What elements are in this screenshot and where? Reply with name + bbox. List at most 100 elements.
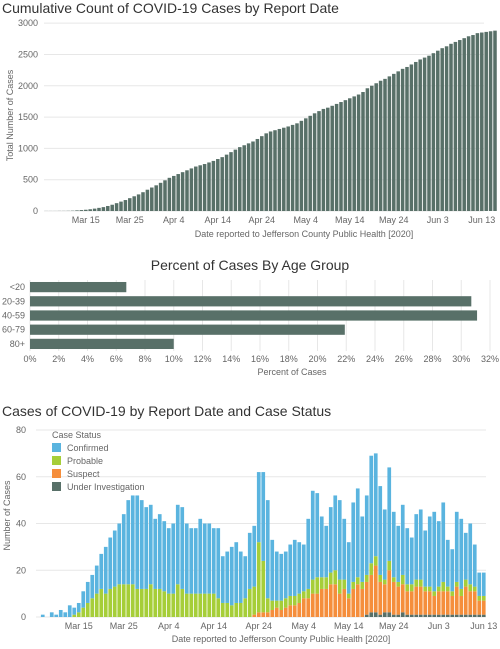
category-label: 40-59 (2, 311, 25, 321)
confirmed-bar (211, 528, 216, 594)
suspect-bar (405, 591, 410, 615)
confirmed-bar (103, 546, 108, 594)
confirmed-bar (315, 493, 320, 578)
confirmed-bar (180, 507, 185, 589)
confirmed-bar (382, 509, 387, 580)
confirmed-bar (76, 602, 81, 613)
confirmed-bar (112, 530, 117, 587)
suspect-bar (391, 581, 396, 615)
suspect-bar (472, 591, 477, 615)
confirmed-bar (297, 542, 302, 594)
probable-bar (112, 586, 117, 617)
probable-bar (391, 577, 396, 582)
confirmed-bar (274, 551, 279, 601)
cumulative-bar (444, 46, 449, 212)
case-status-chart-title: Cases of COVID-19 by Report Date and Cas… (2, 403, 332, 419)
x-axis-label: Percent of Cases (257, 367, 327, 377)
cumulative-bar (158, 182, 163, 211)
cumulative-bar (264, 133, 268, 211)
cumulative-bar (216, 159, 220, 211)
x-tick-label: May 24 (379, 621, 409, 631)
confirmed-bar (409, 537, 414, 585)
y-tick-label: 1000 (18, 143, 38, 153)
under-investigation-bar (373, 612, 378, 617)
probable-bar (171, 593, 176, 617)
suspect-bar (337, 593, 342, 617)
cumulative-bar (290, 124, 295, 211)
x-tick-label: Jun 3 (427, 215, 449, 225)
suspect-bar (445, 591, 450, 615)
cumulative-bar (172, 175, 176, 211)
probable-bar (234, 602, 239, 617)
probable-bar (238, 602, 243, 617)
cumulative-bar (304, 118, 308, 211)
probable-bar (139, 588, 144, 617)
cumulative-bar (374, 83, 378, 211)
confirmed-bar (279, 553, 284, 601)
under-investigation-bar (400, 612, 405, 617)
cumulative-bar (194, 166, 198, 211)
confirmed-bar (216, 528, 221, 599)
cumulative-bar (97, 207, 101, 211)
confirmed-bar (130, 495, 135, 585)
cumulative-bar (202, 164, 207, 211)
confirmed-bar (373, 453, 378, 557)
probable-bar (468, 584, 473, 592)
cumulative-bar (189, 168, 194, 211)
suspect-bar (297, 602, 302, 617)
cumulative-bar (378, 80, 383, 211)
suspect-bar (283, 607, 288, 617)
suspect-bar (369, 574, 374, 613)
confirmed-bar (378, 486, 383, 575)
under-investigation-bar (378, 614, 383, 617)
y-axis-label: Number of Cases (2, 480, 12, 551)
probable-bar (400, 574, 405, 585)
confirmed-bar (468, 523, 473, 585)
x-tick-label: 18% (280, 354, 298, 364)
legend-swatch (52, 469, 61, 478)
cumulative-bar (299, 120, 304, 211)
confirmed-bar (148, 504, 153, 585)
cumulative-bar (317, 111, 321, 211)
cumulative-bar (128, 198, 132, 211)
confirmed-bar (459, 518, 464, 589)
under-investigation-bar (409, 614, 414, 617)
y-tick-label: 0 (33, 206, 38, 216)
suspect-bar (423, 591, 428, 615)
confirmed-bar (463, 532, 468, 580)
cumulative-bar (348, 98, 352, 211)
probable-bar (396, 581, 401, 587)
suspect-bar (436, 591, 441, 615)
probable-bar (90, 598, 95, 617)
legend-swatch (52, 443, 61, 452)
suspect-bar (256, 612, 261, 617)
confirmed-bar (270, 539, 275, 601)
under-investigation-bar (477, 614, 482, 617)
suspect-bar (360, 588, 365, 617)
x-tick-label: 8% (138, 354, 151, 364)
x-tick-label: 12% (193, 354, 211, 364)
confirmed-bar (427, 516, 432, 587)
suspect-bar (441, 591, 446, 615)
probable-bar (337, 579, 342, 594)
probable-bar (76, 612, 81, 617)
confirmed-bar (58, 609, 63, 617)
cumulative-bar (484, 31, 488, 211)
probable-bar (423, 586, 428, 592)
x-tick-label: May 4 (291, 621, 316, 631)
under-investigation-bar (396, 614, 401, 617)
cumulative-bar (414, 61, 418, 211)
cumulative-bar (330, 105, 334, 211)
cumulative-bar (84, 209, 88, 211)
cumulative-bar (396, 71, 400, 211)
cumulative-bar (238, 147, 242, 211)
cumulative-bar (431, 53, 436, 212)
cumulative-bar (185, 170, 189, 211)
confirmed-bar (423, 530, 428, 587)
cumulative-bar (92, 208, 97, 211)
cumulative-bar (312, 113, 317, 211)
probable-bar (184, 593, 189, 617)
cumulative-bar (110, 204, 114, 211)
suspect-bar (279, 609, 284, 617)
age-group-bar (30, 324, 345, 335)
